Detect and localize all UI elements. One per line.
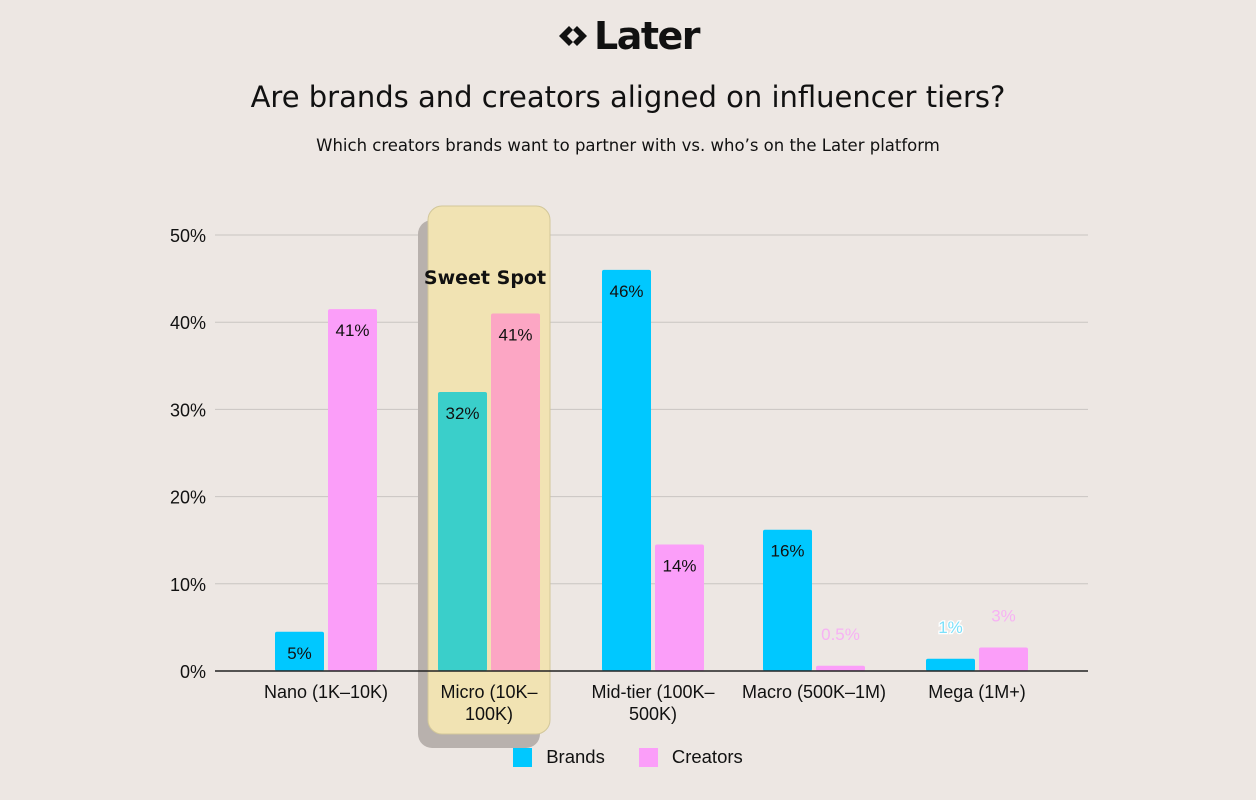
chart-title: Are brands and creators aligned on influ…	[250, 80, 1006, 114]
y-tick-label: 20%	[170, 488, 206, 508]
legend-item-brands[interactable]: Brands	[513, 746, 605, 768]
x-tick-label: Mid-tier (100K– 500K)	[591, 682, 714, 724]
data-label: 3%	[991, 606, 1016, 625]
data-label: 14%	[662, 557, 696, 576]
x-tick-label: Macro (500K–1M)	[742, 682, 886, 702]
data-label: 46%	[609, 282, 643, 301]
y-tick-label: 30%	[170, 400, 206, 420]
data-label: 16%	[770, 542, 804, 561]
sweet-spot-label: Sweet Spot	[424, 267, 546, 289]
y-tick-label: 10%	[170, 575, 206, 595]
y-tick-label: 40%	[170, 313, 206, 333]
bar-creators	[816, 665, 865, 671]
x-tick-label: Nano (1K–10K)	[264, 682, 388, 702]
bar-brands	[275, 631, 324, 671]
y-tick-label: 0%	[180, 662, 206, 682]
legend-label-creators: Creators	[671, 746, 743, 767]
legend-label-brands: Brands	[546, 746, 605, 767]
x-tick-label: Micro (10K– 100K)	[440, 682, 537, 724]
bar-brands	[438, 391, 487, 671]
data-label: 0.5%	[821, 625, 860, 644]
data-label: 41%	[498, 325, 532, 344]
chart-subtitle: Which creators brands want to partner wi…	[316, 136, 940, 155]
diamond-arrows-icon	[559, 26, 587, 46]
legend-swatch-creators	[638, 747, 658, 767]
bar-creators	[655, 544, 704, 671]
data-label: 32%	[445, 404, 479, 423]
bar-brands	[602, 269, 651, 671]
x-tick-label: Mega (1M+)	[928, 682, 1026, 702]
legend-swatch-brands	[513, 747, 533, 767]
y-tick-label: 50%	[170, 226, 206, 246]
logo: Later	[558, 14, 701, 58]
legend-item-creators[interactable]: Creators	[638, 746, 743, 768]
legend: Brands Creators	[0, 746, 1256, 768]
logo-text: Later	[594, 14, 701, 58]
bar-brands	[926, 658, 975, 671]
bar-creators	[328, 309, 377, 671]
data-label: 41%	[335, 321, 369, 340]
bar-creators	[491, 313, 540, 671]
bar-brands	[763, 529, 812, 671]
bar-creators	[979, 647, 1028, 671]
data-label: 5%	[287, 644, 312, 663]
data-label: 1%	[938, 618, 963, 637]
